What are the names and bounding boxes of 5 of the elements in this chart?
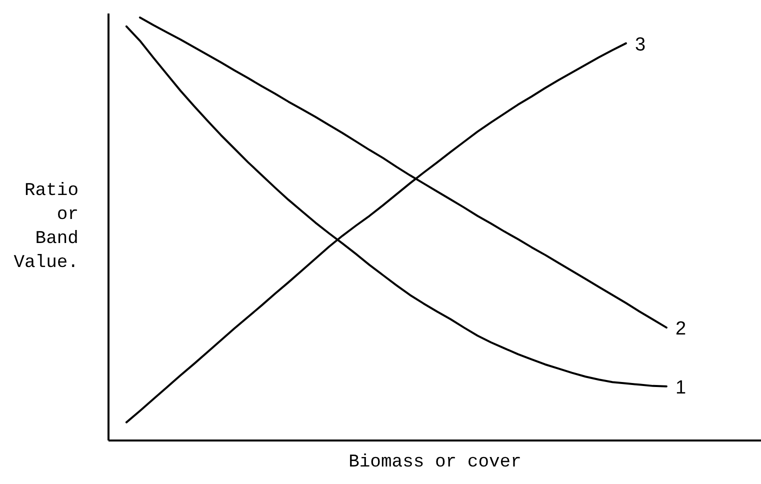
x-axis-title: Biomass or cover (348, 452, 522, 472)
series-label: 3 (634, 34, 646, 56)
y-axis-title: Ratio or Band Value. (14, 181, 79, 273)
series-label: 1 (675, 377, 686, 398)
series-label: 2 (675, 318, 686, 340)
